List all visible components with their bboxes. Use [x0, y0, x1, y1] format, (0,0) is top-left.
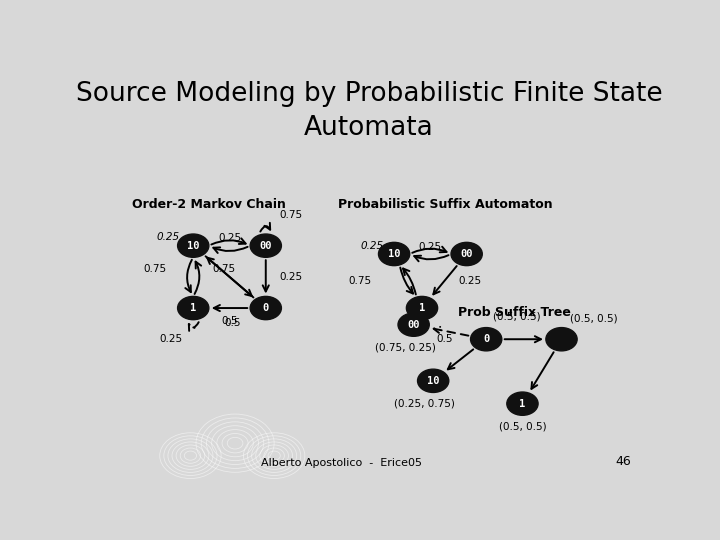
Circle shape: [471, 328, 502, 351]
FancyArrowPatch shape: [418, 322, 428, 331]
Circle shape: [507, 392, 538, 415]
FancyArrowPatch shape: [212, 238, 246, 245]
Text: 1: 1: [419, 303, 425, 313]
FancyArrowPatch shape: [433, 266, 456, 294]
Text: 0.75: 0.75: [348, 276, 372, 286]
Text: Automata: Automata: [304, 114, 434, 141]
Text: 0.25: 0.25: [279, 272, 302, 282]
Text: (0.5, 0.5): (0.5, 0.5): [493, 312, 541, 322]
FancyArrowPatch shape: [206, 256, 252, 296]
Circle shape: [178, 296, 209, 320]
Text: 0.5: 0.5: [221, 315, 238, 326]
Text: 0.25: 0.25: [458, 276, 481, 286]
Text: 0.25: 0.25: [159, 334, 182, 345]
Text: 0.25: 0.25: [156, 232, 180, 242]
Text: (0.75, 0.25): (0.75, 0.25): [375, 342, 436, 352]
Text: 0.75: 0.75: [279, 211, 302, 220]
Text: 1: 1: [519, 399, 526, 409]
Text: Probabilistic Suffix Automaton: Probabilistic Suffix Automaton: [338, 198, 553, 211]
Text: 0.25: 0.25: [218, 233, 241, 243]
Text: 0.25: 0.25: [419, 241, 442, 252]
Circle shape: [406, 296, 438, 320]
Circle shape: [418, 369, 449, 393]
Text: 0.75: 0.75: [212, 264, 235, 274]
Text: 0: 0: [263, 303, 269, 313]
FancyArrowPatch shape: [261, 223, 270, 232]
Circle shape: [451, 242, 482, 266]
FancyArrowPatch shape: [185, 260, 192, 292]
Text: 0.5: 0.5: [436, 334, 453, 345]
FancyArrowPatch shape: [414, 255, 449, 261]
Text: Order-2 Markov Chain: Order-2 Markov Chain: [132, 198, 286, 211]
Text: (0.5, 0.5): (0.5, 0.5): [570, 313, 618, 323]
Text: Source Modeling by Probabilistic Finite State: Source Modeling by Probabilistic Finite …: [76, 82, 662, 107]
Circle shape: [250, 234, 282, 258]
FancyArrowPatch shape: [214, 305, 248, 311]
Text: Prob Suffix Tree: Prob Suffix Tree: [459, 306, 571, 319]
Text: (0.5, 0.5): (0.5, 0.5): [499, 421, 546, 431]
FancyArrowPatch shape: [413, 247, 446, 253]
Circle shape: [178, 234, 209, 258]
FancyArrowPatch shape: [433, 327, 469, 336]
Text: 0: 0: [483, 334, 490, 344]
Text: 10: 10: [187, 241, 199, 251]
Circle shape: [546, 328, 577, 351]
FancyArrowPatch shape: [263, 260, 269, 292]
Text: 10: 10: [388, 249, 400, 259]
Text: 0.5: 0.5: [224, 318, 240, 328]
Text: 00: 00: [259, 241, 272, 251]
FancyArrowPatch shape: [213, 247, 248, 253]
Text: Alberto Apostolico  -  Erice05: Alberto Apostolico - Erice05: [261, 458, 422, 468]
FancyArrowPatch shape: [207, 258, 253, 298]
Text: 00: 00: [460, 249, 473, 259]
Circle shape: [250, 296, 282, 320]
Circle shape: [379, 242, 410, 266]
FancyArrowPatch shape: [448, 349, 473, 369]
Circle shape: [398, 313, 429, 336]
Text: 10: 10: [427, 376, 439, 386]
FancyArrowPatch shape: [505, 336, 541, 342]
FancyArrowPatch shape: [403, 268, 416, 294]
FancyArrowPatch shape: [400, 268, 413, 294]
Text: 0.25: 0.25: [360, 241, 383, 251]
Text: 1: 1: [190, 303, 197, 313]
FancyArrowPatch shape: [531, 352, 554, 389]
FancyArrowPatch shape: [194, 262, 201, 294]
Text: 00: 00: [408, 320, 420, 330]
Text: (0.25, 0.75): (0.25, 0.75): [395, 399, 455, 408]
Text: 46: 46: [616, 455, 631, 468]
Text: 0.75: 0.75: [143, 264, 166, 274]
FancyArrowPatch shape: [189, 322, 199, 331]
